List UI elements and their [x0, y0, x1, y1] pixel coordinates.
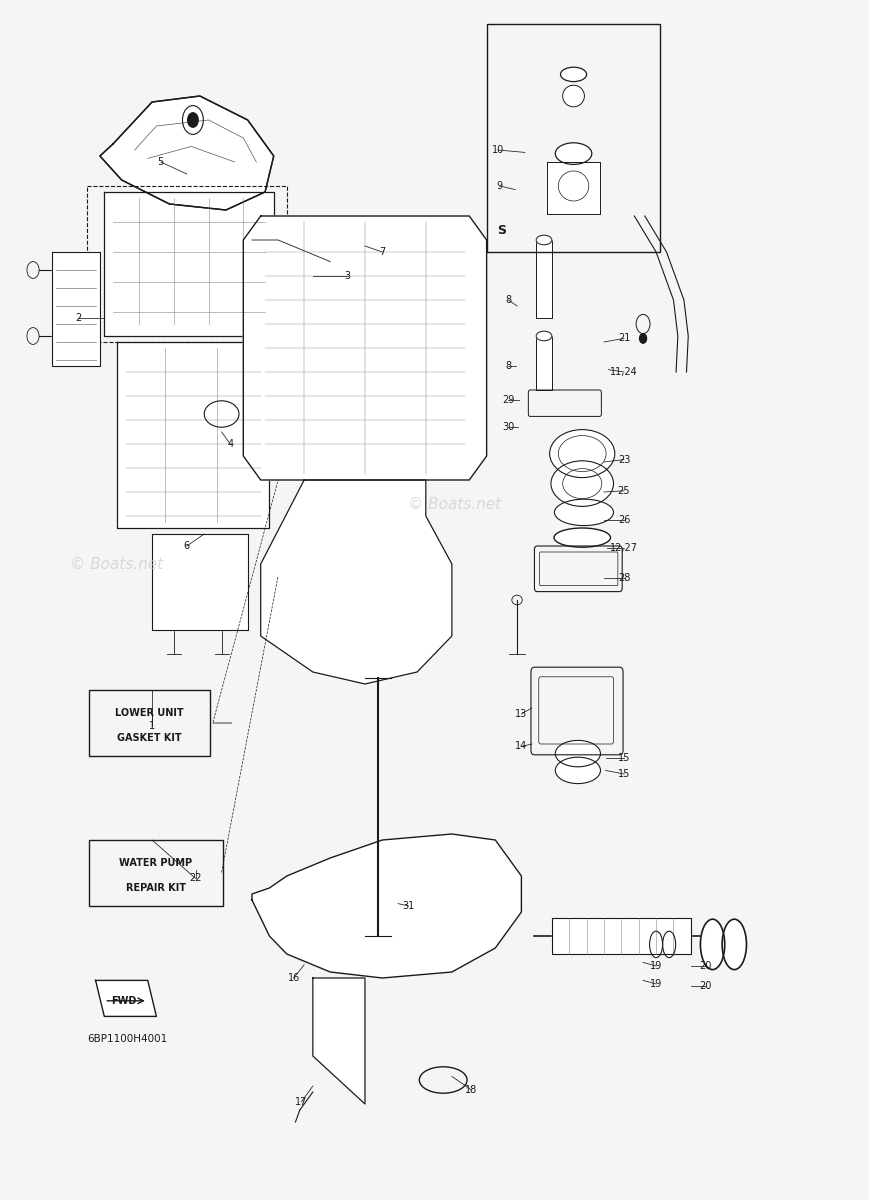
Polygon shape [547, 162, 600, 214]
Polygon shape [117, 342, 269, 528]
Ellipse shape [563, 85, 584, 107]
Text: 13: 13 [515, 709, 527, 719]
Text: 21: 21 [618, 334, 630, 343]
Text: 15: 15 [618, 769, 630, 779]
Text: 7: 7 [379, 247, 386, 257]
Text: 11,24: 11,24 [610, 367, 638, 377]
Bar [89, 840, 223, 906]
Ellipse shape [555, 143, 592, 164]
Text: 22: 22 [189, 874, 202, 883]
Polygon shape [52, 252, 100, 366]
Text: 14: 14 [515, 742, 527, 751]
Text: 31: 31 [402, 901, 415, 911]
Ellipse shape [554, 528, 610, 547]
Polygon shape [100, 96, 274, 210]
Ellipse shape [662, 931, 676, 958]
Ellipse shape [536, 331, 552, 341]
Polygon shape [96, 980, 156, 1016]
Bar [536, 240, 552, 318]
Text: REPAIR KIT: REPAIR KIT [126, 882, 186, 893]
Text: GASKET KIT: GASKET KIT [117, 732, 182, 743]
Text: S: S [497, 224, 506, 236]
Ellipse shape [555, 757, 600, 784]
Text: 29: 29 [502, 395, 514, 404]
Text: 2: 2 [75, 313, 82, 323]
Polygon shape [261, 480, 452, 684]
Bar [89, 690, 210, 756]
Text: 4: 4 [227, 439, 234, 449]
Circle shape [640, 334, 647, 343]
Text: 20: 20 [700, 982, 712, 991]
Text: 1: 1 [149, 721, 156, 731]
Text: 8: 8 [505, 295, 512, 305]
Text: 16: 16 [288, 973, 300, 983]
Text: 26: 26 [618, 515, 630, 524]
Bar [487, 24, 660, 252]
Polygon shape [313, 978, 365, 1104]
Text: 12,27: 12,27 [610, 544, 638, 553]
Text: © Boats.net: © Boats.net [408, 497, 501, 511]
Text: 6: 6 [183, 541, 190, 551]
Text: 19: 19 [650, 979, 662, 989]
Text: 9: 9 [496, 181, 503, 191]
Text: LOWER UNIT: LOWER UNIT [116, 708, 183, 718]
Polygon shape [152, 534, 248, 630]
Text: 6BP1100H4001: 6BP1100H4001 [87, 1034, 167, 1044]
Polygon shape [104, 192, 274, 336]
Text: 3: 3 [344, 271, 351, 281]
Ellipse shape [649, 931, 663, 958]
Text: 5: 5 [157, 157, 164, 167]
Text: 17: 17 [295, 1097, 308, 1106]
Text: 19: 19 [650, 961, 662, 971]
Ellipse shape [561, 67, 587, 82]
Text: 18: 18 [465, 1085, 477, 1094]
Ellipse shape [551, 461, 614, 506]
Text: 10: 10 [492, 145, 504, 155]
Text: 25: 25 [618, 486, 630, 496]
Text: 15: 15 [618, 754, 630, 763]
Bar [552, 918, 691, 954]
Ellipse shape [554, 499, 614, 526]
Text: 23: 23 [618, 455, 630, 464]
Ellipse shape [700, 919, 725, 970]
Text: © Boats.net: © Boats.net [70, 557, 163, 571]
Polygon shape [243, 216, 487, 480]
Ellipse shape [722, 919, 746, 970]
Ellipse shape [549, 430, 615, 478]
Circle shape [188, 113, 198, 127]
Text: FWD: FWD [111, 996, 137, 1006]
Text: 28: 28 [618, 574, 630, 583]
Text: 20: 20 [700, 961, 712, 971]
Ellipse shape [536, 235, 552, 245]
Text: 8: 8 [505, 361, 512, 371]
Text: WATER PUMP: WATER PUMP [119, 858, 193, 868]
Polygon shape [252, 834, 521, 978]
Text: 30: 30 [502, 422, 514, 432]
Ellipse shape [555, 740, 600, 767]
Bar [536, 336, 552, 390]
